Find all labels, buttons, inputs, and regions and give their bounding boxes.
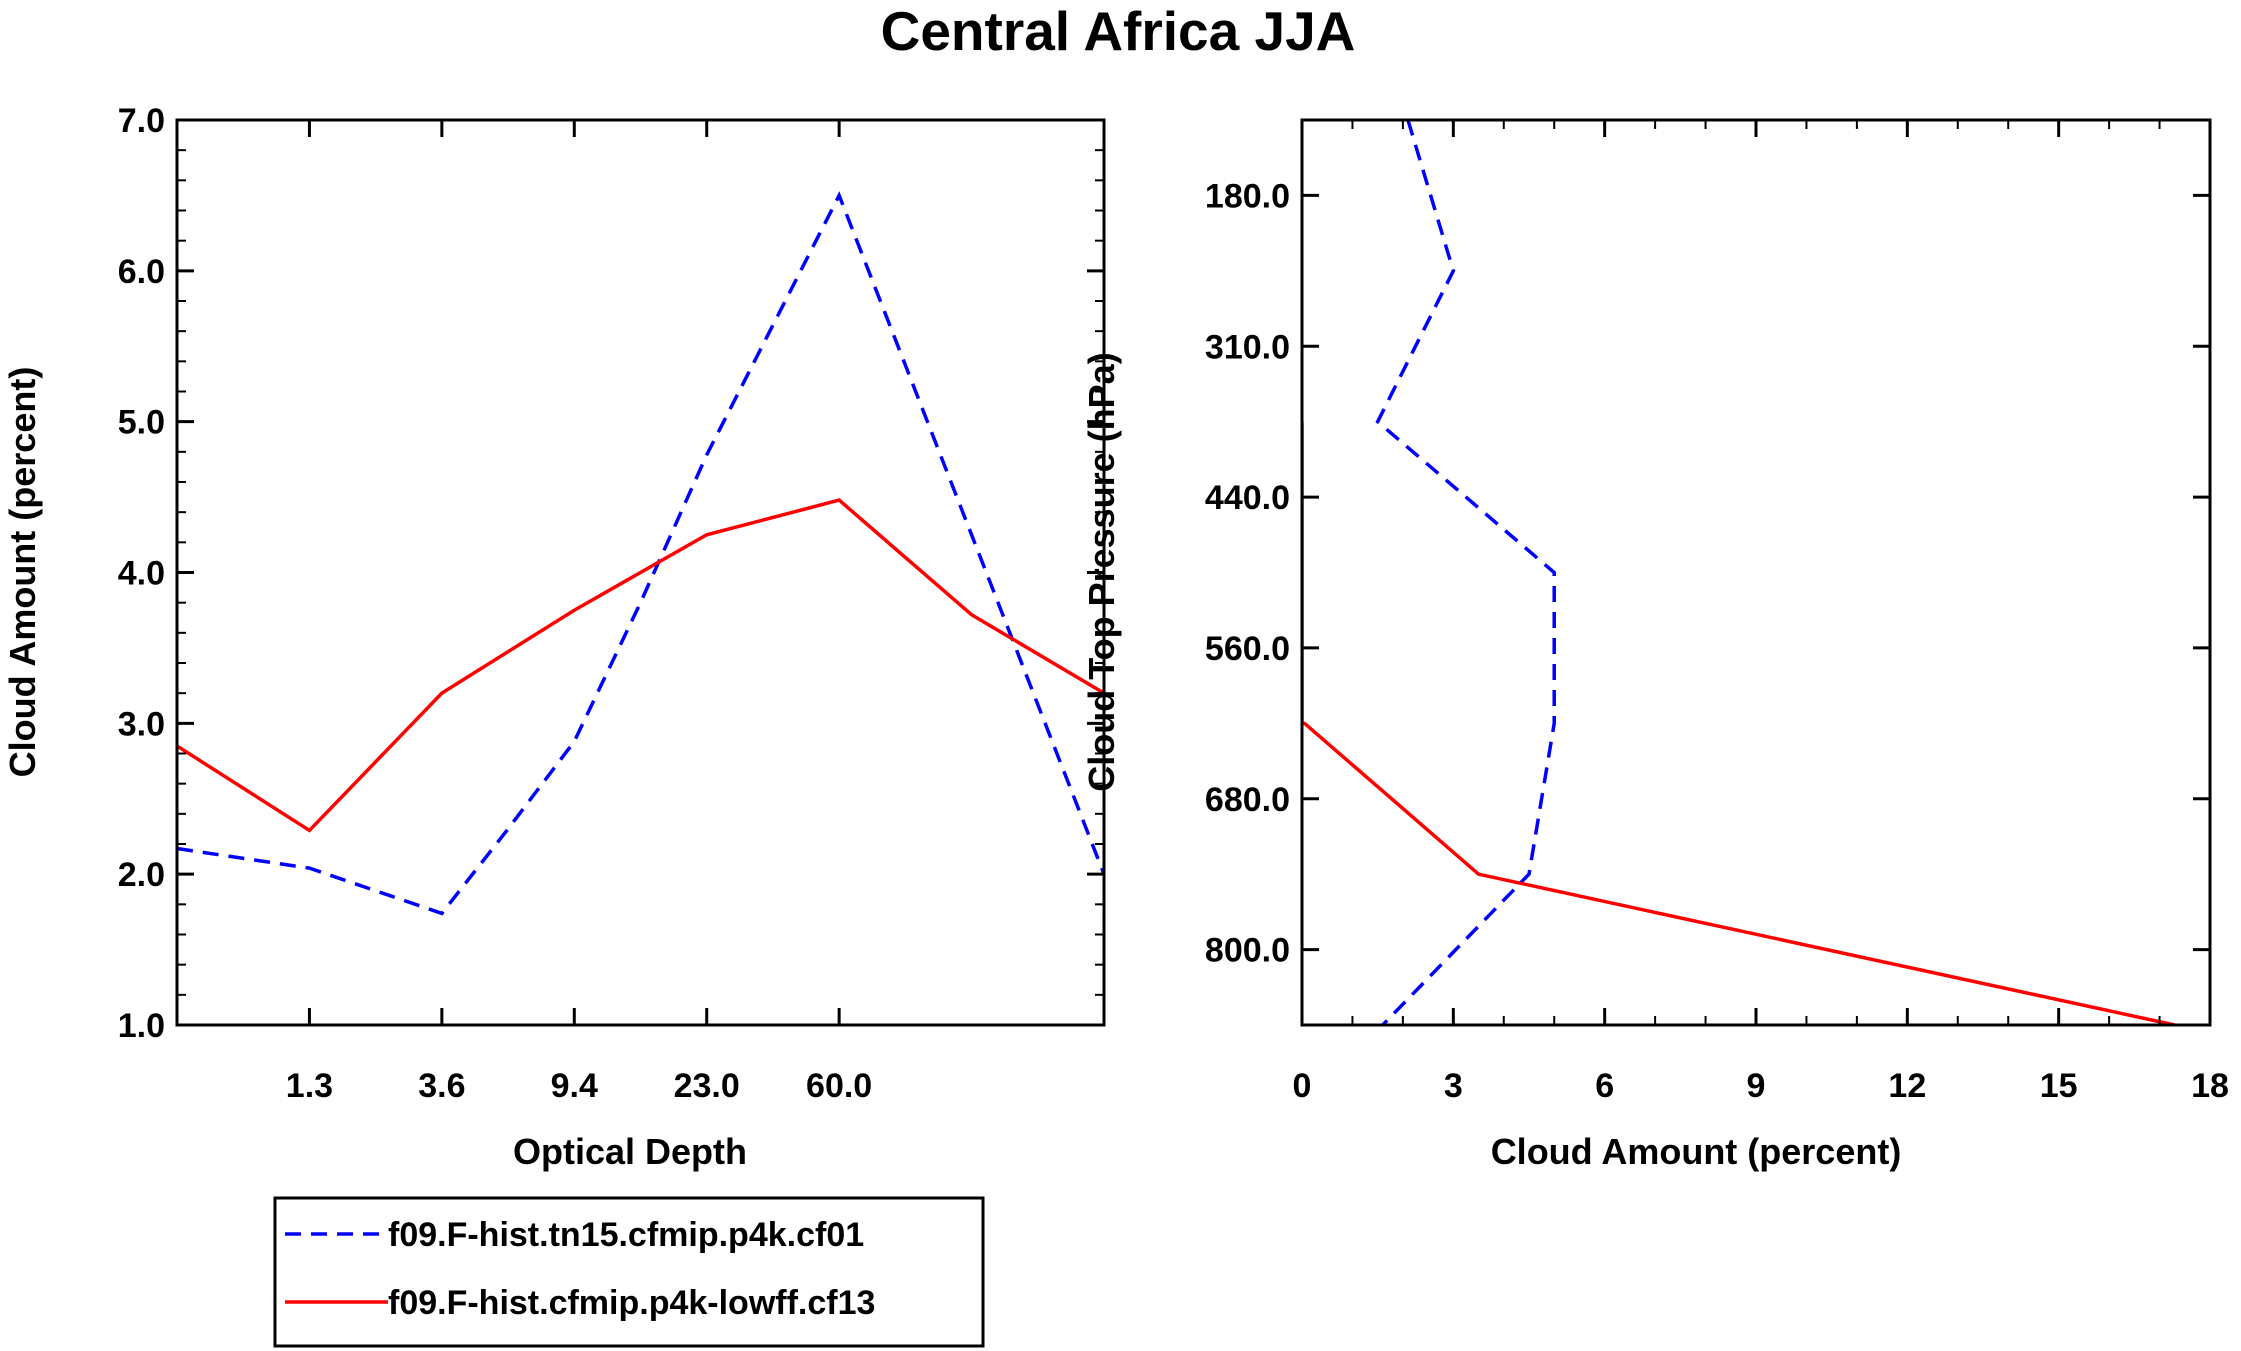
legend-box <box>273 1196 985 1348</box>
right-y-tick-label: 680.0 <box>1205 781 1290 819</box>
right-x-axis-label: Cloud Amount (percent) <box>1491 1131 1902 1172</box>
right-y-tick-label: 800.0 <box>1205 932 1290 970</box>
legend-label-cf13: f09.F-hist.cfmip.p4k-lowff.cf13 <box>388 1284 875 1322</box>
right-y-tick-label: 560.0 <box>1205 630 1290 668</box>
left-y-tick-label: 2.0 <box>118 856 165 894</box>
left-y-tick-label: 6.0 <box>118 253 165 291</box>
left-y-tick-label: 7.0 <box>118 102 165 140</box>
right-y-tick-label: 310.0 <box>1205 328 1290 366</box>
left-y-axis-label: Cloud Amount (percent) <box>2 367 43 778</box>
right-x-tick-label: 12 <box>1888 1067 1926 1105</box>
right-ticks: 180.0 310.0 440.0 560.0 680.0 800.0 0 3 6 9 12 15 18 <box>1205 120 2229 1105</box>
left-ticks: 1.0 2.0 3.0 4.0 5.0 6.0 7.0 1.3 3.6 9.4 23.0 60.0 <box>118 102 1104 1105</box>
left-x-tick-label: 9.4 <box>551 1067 598 1105</box>
left-y-tick-label: 3.0 <box>118 705 165 743</box>
left-x-tick-label: 1.3 <box>286 1067 333 1105</box>
legend-label-cf01: f09.F-hist.tn15.cfmip.p4k.cf01 <box>388 1216 864 1254</box>
right-x-tick-label: 0 <box>1293 1067 1312 1105</box>
right-plot-frame <box>1300 118 2212 1027</box>
right-x-tick-label: 6 <box>1595 1067 1614 1105</box>
left-series-line-cf01 <box>177 191 1104 916</box>
right-plot-lines <box>1302 120 2176 1025</box>
left-panel: 1.0 2.0 3.0 4.0 5.0 6.0 7.0 1.3 3.6 9.4 23.0 60.0 O… <box>2 102 1106 1172</box>
left-x-tick-label: 60.0 <box>806 1067 872 1105</box>
left-x-tick-label: 3.6 <box>418 1067 465 1105</box>
left-y-tick-label: 4.0 <box>118 555 165 593</box>
right-x-tick-label: 18 <box>2191 1067 2229 1105</box>
figure-title: Central Africa JJA <box>881 0 1356 62</box>
right-x-tick-label: 9 <box>1747 1067 1766 1105</box>
right-y-tick-label: 440.0 <box>1205 479 1290 517</box>
left-x-axis-label: Optical Depth <box>513 1131 747 1172</box>
left-y-tick-label: 5.0 <box>118 404 165 442</box>
right-x-tick-label: 3 <box>1444 1067 1463 1105</box>
right-y-tick-label: 180.0 <box>1205 177 1290 215</box>
legend: f09.F-hist.tn15.cfmip.p4k.cf01 f09.F-his… <box>273 1196 985 1348</box>
left-plot-lines <box>177 191 1104 916</box>
right-y-axis-label: Cloud Top Pressure (hPa) <box>1081 352 1122 791</box>
left-y-tick-label: 1.0 <box>118 1007 165 1045</box>
right-series-line-cf13 <box>1302 421 2176 1025</box>
right-x-tick-label: 15 <box>2040 1067 2078 1105</box>
left-x-tick-label: 23.0 <box>674 1067 740 1105</box>
left-series-line-cf13 <box>177 498 1104 833</box>
right-series-line-cf01 <box>1375 120 1556 1025</box>
